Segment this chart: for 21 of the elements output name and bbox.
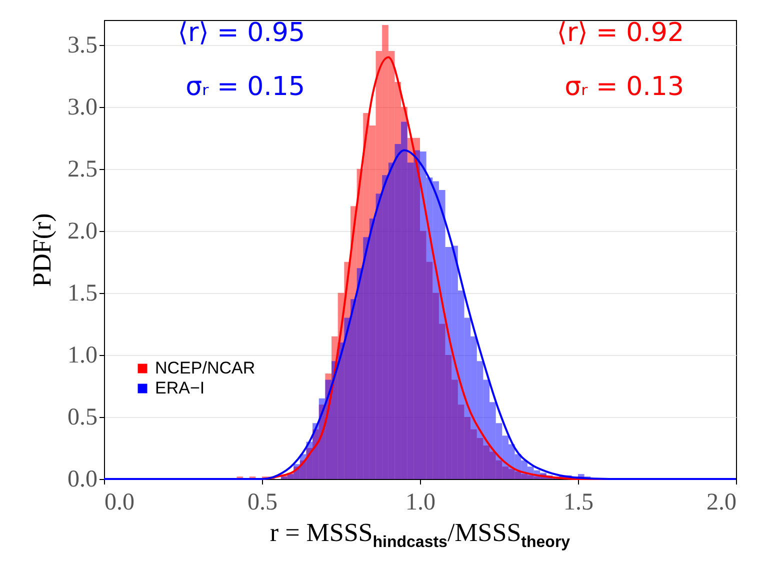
x-tick-label: 0.5	[248, 490, 278, 516]
y-tick-label: 0.5	[68, 404, 98, 430]
annotation: ⟨r⟩ = 0.92	[556, 18, 684, 48]
y-tick-label: 1.5	[68, 280, 98, 306]
x-tick-label: 1.0	[406, 490, 436, 516]
y-tick-label: 3.5	[68, 32, 98, 58]
y-tick-label: 2.5	[68, 156, 98, 182]
x-axis-title: r = MSSS$_{hindcasts}$/MSSS$_{theory}$	[268, 518, 572, 552]
x-tick-label: 2.0	[706, 490, 736, 516]
y-tick-label: 0.0	[68, 466, 98, 492]
annotation: σᵣ = 0.15	[186, 72, 305, 102]
y-tick-label: 1.0	[68, 342, 98, 368]
legend-label: ERA−I	[155, 378, 205, 398]
y-tick-label: 2.0	[68, 218, 98, 244]
y-axis-title: PDF(r)	[28, 213, 56, 287]
annotation: σᵣ = 0.13	[564, 72, 684, 102]
y-tick-label: 3.0	[68, 94, 98, 120]
legend-label: NCEP/NCAR	[155, 358, 256, 378]
annotation: ⟨r⟩ = 0.95	[178, 18, 305, 48]
x-tick-label: 0.0	[104, 490, 134, 516]
x-tick-label: 1.5	[564, 490, 594, 516]
